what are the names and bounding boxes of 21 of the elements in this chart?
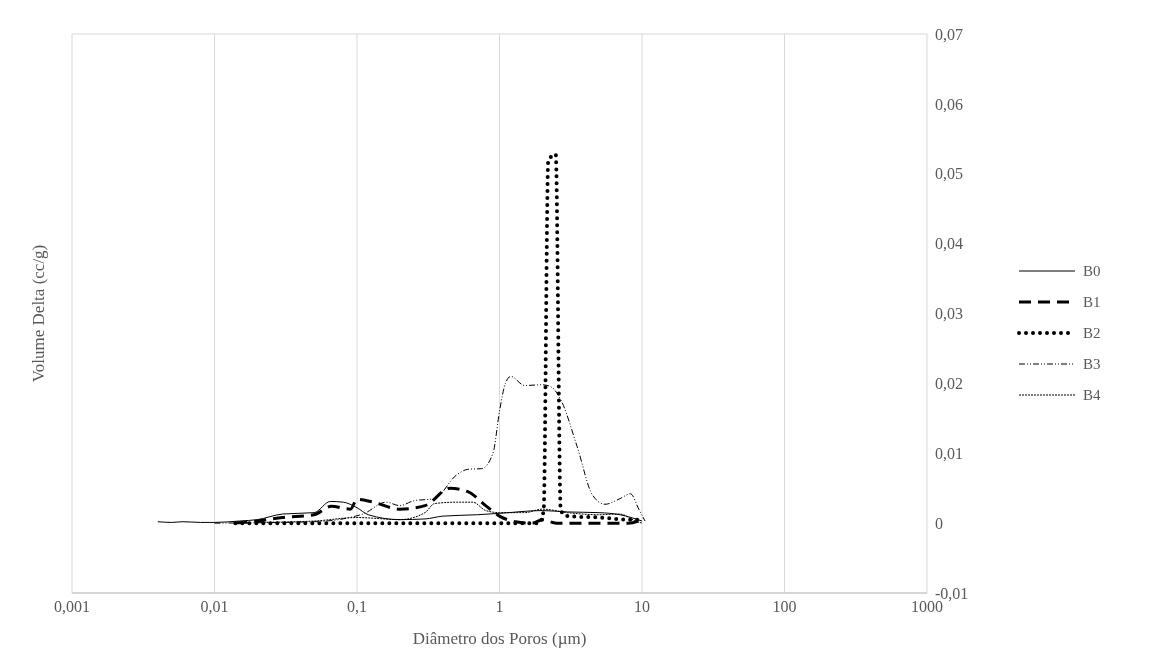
y-axis-title: Volume Delta (cc/g) (29, 244, 49, 383)
x-tick-label: 1 (495, 598, 504, 616)
legend-label: B3 (1083, 355, 1101, 373)
y-tick-label: 0,03 (935, 305, 963, 323)
x-tick-label: 10 (634, 598, 650, 616)
y-tick-label: 0,07 (935, 25, 963, 43)
x-tick-label: 0,001 (54, 598, 90, 616)
x-tick-label: 0,1 (347, 598, 367, 616)
x-axis-title: Diâmetro dos Poros (µm) (412, 629, 587, 648)
legend-label: B0 (1083, 262, 1101, 280)
x-tick-label: 0,01 (200, 598, 229, 616)
legend-label: B2 (1083, 324, 1101, 342)
y-tick-label: 0,06 (935, 95, 963, 113)
legend-label: B1 (1083, 293, 1101, 311)
y-tick-label: 0,01 (935, 444, 963, 462)
y-tick-label: 0,02 (935, 375, 963, 393)
x-tick-label: 100 (772, 598, 797, 616)
y-tick-label: 0 (935, 514, 943, 532)
y-tick-label: 0,05 (935, 165, 963, 183)
legend-label: B4 (1083, 386, 1101, 404)
y-tick-label: 0,04 (935, 235, 963, 253)
